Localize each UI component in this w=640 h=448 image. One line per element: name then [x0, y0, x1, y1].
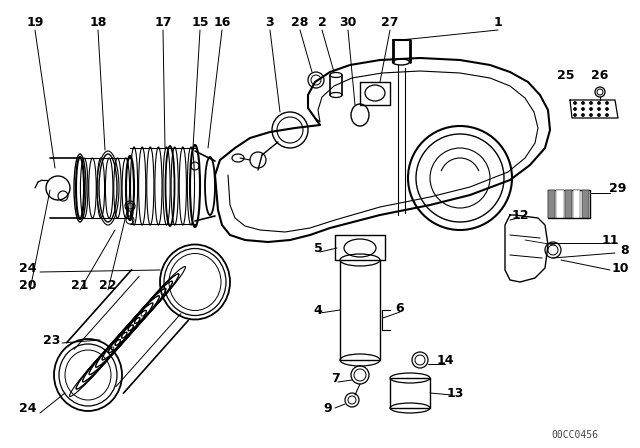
Circle shape [589, 102, 593, 104]
Circle shape [605, 102, 609, 104]
Text: 20: 20 [19, 279, 36, 292]
Circle shape [573, 108, 577, 111]
Text: 12: 12 [511, 208, 529, 221]
Text: 24: 24 [19, 262, 36, 275]
Text: 29: 29 [609, 181, 627, 194]
Text: 11: 11 [601, 233, 619, 246]
Text: 6: 6 [396, 302, 404, 314]
Text: 23: 23 [44, 333, 61, 346]
Text: 13: 13 [446, 387, 464, 400]
Circle shape [589, 113, 593, 116]
Text: 15: 15 [191, 16, 209, 29]
Text: 8: 8 [621, 244, 629, 257]
Text: 7: 7 [331, 371, 339, 384]
Text: 25: 25 [557, 69, 575, 82]
Circle shape [598, 113, 600, 116]
Text: 9: 9 [324, 401, 332, 414]
Text: 27: 27 [381, 16, 399, 29]
Circle shape [582, 113, 584, 116]
Text: 21: 21 [71, 279, 89, 292]
Text: 30: 30 [339, 16, 356, 29]
Bar [573, 190, 580, 218]
Text: 10: 10 [611, 262, 628, 275]
Text: 14: 14 [436, 353, 454, 366]
Bar [582, 190, 589, 218]
Text: 24: 24 [19, 401, 36, 414]
Text: 28: 28 [291, 16, 308, 29]
Text: 17: 17 [154, 16, 172, 29]
Circle shape [573, 113, 577, 116]
Text: 5: 5 [314, 241, 323, 254]
Text: 26: 26 [591, 69, 609, 82]
Circle shape [598, 102, 600, 104]
Text: 3: 3 [266, 16, 275, 29]
Text: 22: 22 [99, 279, 116, 292]
Circle shape [605, 108, 609, 111]
Text: 1: 1 [493, 16, 502, 29]
Text: 00CC0456: 00CC0456 [552, 430, 598, 440]
Circle shape [589, 108, 593, 111]
Text: 16: 16 [213, 16, 230, 29]
Text: 2: 2 [317, 16, 326, 29]
Circle shape [598, 108, 600, 111]
Text: 4: 4 [314, 303, 323, 316]
Bar [556, 190, 564, 218]
Circle shape [573, 102, 577, 104]
Text: 18: 18 [90, 16, 107, 29]
Circle shape [605, 113, 609, 116]
Text: 19: 19 [26, 16, 44, 29]
Bar [548, 190, 555, 218]
Circle shape [582, 102, 584, 104]
Bar [564, 190, 572, 218]
Circle shape [582, 108, 584, 111]
